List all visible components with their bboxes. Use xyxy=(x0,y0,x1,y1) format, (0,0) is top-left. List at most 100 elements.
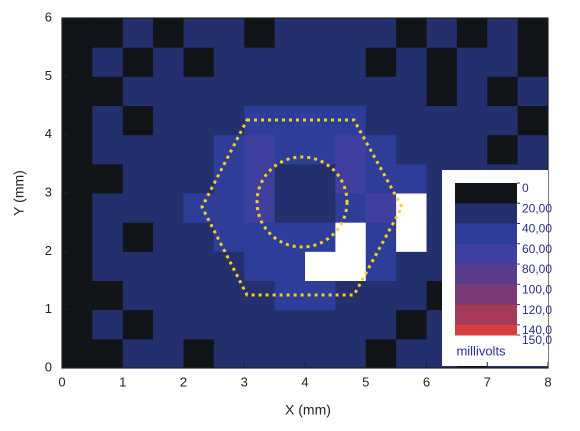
heatmap-cell xyxy=(244,251,276,281)
heatmap-cell xyxy=(305,251,336,281)
heatmap-cell xyxy=(213,47,245,77)
colorbar-swatch xyxy=(455,203,517,225)
heatmap-cell xyxy=(183,251,215,281)
heatmap-cell xyxy=(92,251,124,281)
heatmap-cell xyxy=(122,280,154,311)
heatmap-cell xyxy=(62,18,93,48)
heatmap-cell xyxy=(183,134,215,165)
heatmap-cell xyxy=(183,280,215,311)
hexagon-outline xyxy=(200,118,404,297)
x-axis-label: X (mm) xyxy=(285,402,331,418)
overlay xyxy=(200,118,404,297)
heatmap-cell xyxy=(92,18,124,48)
heatmap-cell xyxy=(335,163,367,194)
heatmap-cell xyxy=(335,309,367,340)
heatmap-cell xyxy=(456,47,488,77)
colorbar-swatch xyxy=(455,243,517,265)
y-tick-label: 2 xyxy=(45,243,52,258)
heatmap-cell xyxy=(305,309,336,340)
heatmap-cell xyxy=(365,309,397,340)
heatmap-cell xyxy=(92,105,124,136)
heatmap-cell xyxy=(92,280,124,311)
heatmap-cell xyxy=(62,251,93,281)
heatmap-cell xyxy=(487,18,519,48)
heatmap-cell xyxy=(244,222,276,252)
heatmap-cell xyxy=(456,105,488,136)
y-tick-label: 3 xyxy=(45,184,52,199)
heatmap-cell xyxy=(274,251,306,281)
heatmap-cell xyxy=(365,280,397,311)
heatmap-cell xyxy=(122,222,154,252)
heatmap-cell xyxy=(183,193,215,223)
colorbar-tick-label: 20,00 xyxy=(522,201,552,215)
heatmap-cell xyxy=(365,105,397,136)
heatmap-cell xyxy=(153,309,184,340)
heatmap-cell xyxy=(244,47,276,77)
heatmap-cell xyxy=(92,163,124,194)
colorbar-swatch xyxy=(455,183,517,204)
heatmap-cell xyxy=(153,105,184,136)
heatmap-cell xyxy=(62,163,93,194)
heatmap-cell xyxy=(183,338,215,369)
heatmap-cell xyxy=(396,105,427,136)
heatmap-cell xyxy=(213,163,245,194)
colorbar-swatch xyxy=(455,284,517,306)
heatmap-cell xyxy=(517,134,549,165)
x-tick-label: 1 xyxy=(119,374,126,389)
heatmap-cell xyxy=(62,280,93,311)
heatmap-cell xyxy=(62,338,93,369)
heatmap-cell xyxy=(183,47,215,77)
heatmap-cell xyxy=(92,222,124,252)
heatmap-cell xyxy=(487,134,519,165)
colorbar-tick-label: 80,00 xyxy=(522,262,552,276)
heatmap-cell xyxy=(274,338,306,369)
heatmap-cell xyxy=(122,338,154,369)
colorbar-tick-label: 100,0 xyxy=(522,283,552,297)
heatmap-cell xyxy=(213,105,245,136)
heatmap-cell xyxy=(122,309,154,340)
heatmap-cell xyxy=(122,47,154,77)
heatmap-cell xyxy=(335,338,367,369)
heatmap-cell xyxy=(517,47,549,77)
heatmap-cell xyxy=(274,47,306,77)
heatmap-cell xyxy=(274,193,306,223)
heatmap-cell xyxy=(183,18,215,48)
heatmap-cell xyxy=(122,134,154,165)
heatmap-cell xyxy=(305,18,336,48)
heatmap-cell xyxy=(153,251,184,281)
heatmap-cell xyxy=(335,134,367,165)
y-tick-label: 5 xyxy=(45,68,52,83)
heatmap-cell xyxy=(396,251,427,281)
heatmap-cell xyxy=(153,163,184,194)
heatmap-cell xyxy=(62,76,93,106)
heatmap-cell xyxy=(213,18,245,48)
heatmap-cell xyxy=(456,76,488,106)
heatmap-cell xyxy=(305,338,336,369)
y-tick-label: 4 xyxy=(45,126,52,141)
heatmap-cell xyxy=(92,76,124,106)
heatmap-cell xyxy=(213,76,245,106)
heatmap-cell xyxy=(153,134,184,165)
circle-outline xyxy=(255,155,349,249)
x-tick-label: 3 xyxy=(241,374,248,389)
colorbar-tick-label: 0 xyxy=(522,181,529,195)
heatmap-cell xyxy=(62,309,93,340)
heatmap-cell xyxy=(244,193,276,223)
heatmap-cell xyxy=(456,18,488,48)
heatmap-cell xyxy=(153,280,184,311)
heatmap-cell xyxy=(396,309,427,340)
colorbar: 0 20,00 40,00 60,00 80,00 100,0 120,0 140,0150,… xyxy=(455,181,552,347)
heatmap-cell xyxy=(244,338,276,369)
heatmap-cell xyxy=(213,134,245,165)
heatmap-cell xyxy=(335,222,367,252)
heatmap-cell xyxy=(274,134,306,165)
heatmap-cell xyxy=(62,222,93,252)
heatmap-cell xyxy=(335,18,367,48)
heatmap-cell xyxy=(92,193,124,223)
x-tick-label: 6 xyxy=(423,374,430,389)
heatmap-cell xyxy=(122,18,154,48)
heatmap-cell xyxy=(183,76,215,106)
heatmap-cell xyxy=(183,309,215,340)
heatmap-cell xyxy=(335,251,367,281)
heatmap-cell xyxy=(396,47,427,77)
